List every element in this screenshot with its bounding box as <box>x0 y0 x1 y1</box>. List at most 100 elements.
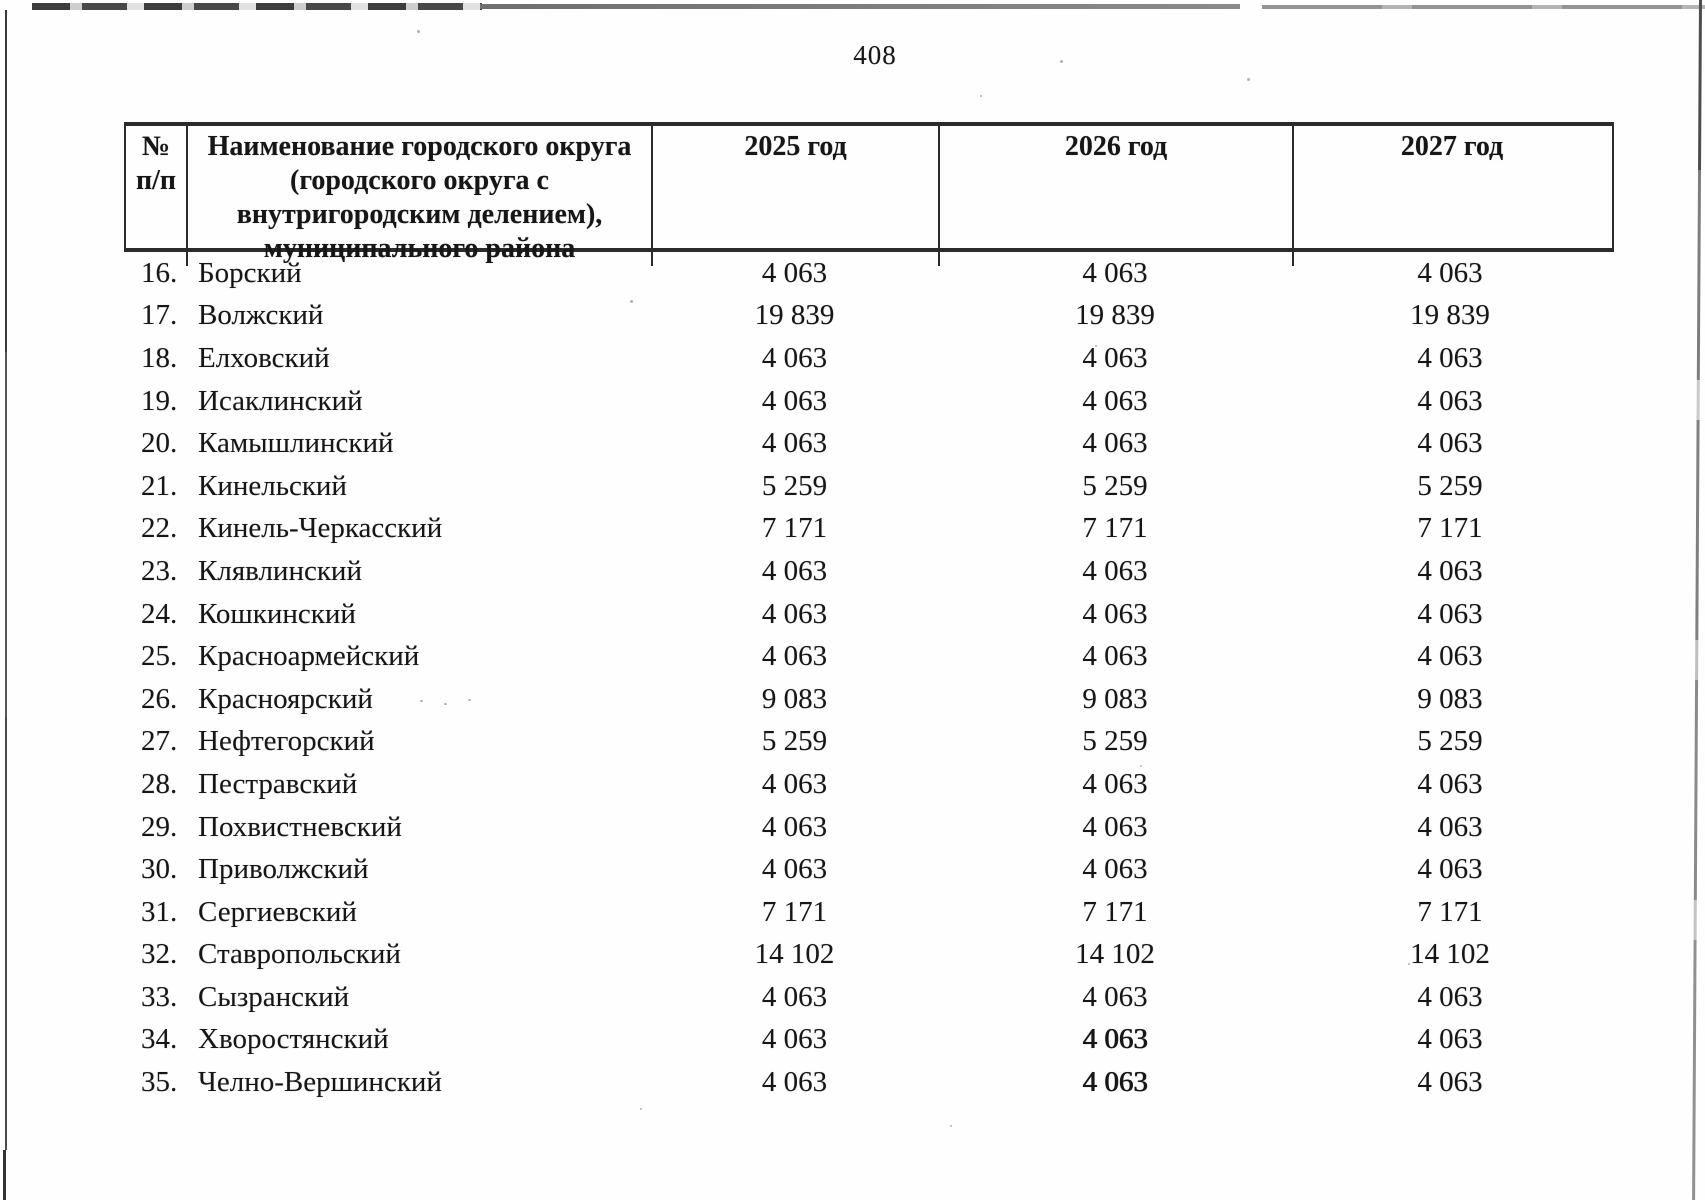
value-2026: 4 063 <box>1082 427 1148 460</box>
value-2027: 4 063 <box>1417 767 1483 800</box>
value-2027: 4 063 <box>1417 640 1483 673</box>
value-2025: 7 171 <box>761 512 828 545</box>
value-2026: 4 063 <box>1082 1023 1148 1056</box>
value-2026: 5 259 <box>1082 469 1148 502</box>
table-row: 28. Пестравский 4 063 4 063 4 063 <box>124 763 1614 806</box>
value-2025: 4 063 <box>761 341 828 374</box>
value-2026: 5 259 <box>1082 725 1148 758</box>
district-name: Клявлинский <box>198 554 362 587</box>
value-2027: 4 063 <box>1417 427 1483 460</box>
value-2027: 4 063 <box>1417 1066 1483 1099</box>
table-body: 16. Борский 4 063 4 063 4 063 17. Волжск… <box>124 252 1614 1104</box>
table-row: 20. Камышлинский 4 063 4 063 4 063 <box>124 422 1614 465</box>
scan-speck <box>1140 765 1142 767</box>
table-row: 22. Кинель-Черкасский 7 171 7 171 7 171 <box>124 508 1614 551</box>
scan-speck <box>444 703 447 705</box>
value-2026: 4 063 <box>1082 640 1148 673</box>
district-name: Приволжский <box>198 853 369 886</box>
scan-edge-left-foot <box>3 1150 6 1200</box>
value-2027: 4 063 <box>1417 980 1483 1013</box>
page-number: 408 <box>853 40 897 70</box>
value-2026: 7 171 <box>1082 512 1148 545</box>
value-2025: 4 063 <box>761 1066 828 1099</box>
district-name: Челно-Вершинский <box>198 1066 442 1099</box>
row-number: 26. <box>141 682 178 715</box>
table-row: 35. Челно-Вершинский 4 063 4 063 4 063 <box>124 1061 1614 1104</box>
scan-speck <box>980 95 982 97</box>
table-row: 33. Сызранский 4 063 4 063 4 063 <box>124 976 1614 1019</box>
district-name: Елховский <box>198 341 330 374</box>
district-name: Красноармейский <box>198 640 420 673</box>
row-number: 29. <box>141 810 178 843</box>
value-2027: 14 102 <box>1410 938 1490 971</box>
district-name: Хворостянский <box>198 1023 389 1056</box>
value-2026: 7 171 <box>1082 895 1148 928</box>
row-number: 27. <box>141 725 178 758</box>
value-2025: 4 063 <box>761 427 828 460</box>
value-2027: 7 171 <box>1417 512 1483 545</box>
district-name: Нефтегорский <box>198 725 375 758</box>
scan-edge-left <box>5 10 7 1150</box>
value-2025: 4 063 <box>761 597 828 630</box>
scan-speck <box>640 1108 642 1110</box>
value-2027: 4 063 <box>1417 256 1483 289</box>
value-2027: 19 839 <box>1410 299 1490 332</box>
value-2026: 4 063 <box>1082 597 1148 630</box>
row-number: 23. <box>141 554 178 587</box>
column-header-num: № п/п <box>126 126 188 266</box>
row-number: 19. <box>141 384 178 417</box>
value-2025: 7 171 <box>761 895 828 928</box>
value-2027: 4 063 <box>1417 810 1483 843</box>
value-2026: 4 063 <box>1082 554 1148 587</box>
district-name: Исаклинский <box>198 384 363 417</box>
value-2025: 4 063 <box>761 980 828 1013</box>
value-2025: 4 063 <box>761 256 828 289</box>
table-row: 25. Красноармейский 4 063 4 063 4 063 <box>124 635 1614 678</box>
value-2026: 4 063 <box>1082 384 1148 417</box>
table-row: 30. Приволжский 4 063 4 063 4 063 <box>124 848 1614 891</box>
value-2027: 7 171 <box>1417 895 1483 928</box>
table-row: 16. Борский 4 063 4 063 4 063 <box>124 252 1614 295</box>
value-2025: 9 083 <box>761 682 828 715</box>
header-num-line2: п/п <box>135 165 177 196</box>
column-header-name: Наименование городского округа (городско… <box>188 126 653 266</box>
row-number: 33. <box>141 980 178 1013</box>
row-number: 17. <box>141 299 178 332</box>
value-2027: 4 063 <box>1417 853 1483 886</box>
row-number: 21. <box>141 469 178 502</box>
scan-edge-top-dark <box>32 3 482 10</box>
table-row: 29. Похвистневский 4 063 4 063 4 063 <box>124 806 1614 849</box>
table-row: 21. Кинельский 5 259 5 259 5 259 <box>124 465 1614 508</box>
table-row: 18. Елховский 4 063 4 063 4 063 <box>124 337 1614 380</box>
value-2026: 9 083 <box>1082 682 1148 715</box>
row-number: 24. <box>141 597 178 630</box>
value-2027: 4 063 <box>1417 341 1483 374</box>
value-2027: 4 063 <box>1417 384 1483 417</box>
value-2027: 5 259 <box>1417 469 1483 502</box>
table-row: 27. Нефтегорский 5 259 5 259 5 259 <box>124 721 1614 764</box>
table-row: 32. Ставропольский 14 102 14 102 14 102 <box>124 934 1614 977</box>
row-number: 31. <box>141 895 178 928</box>
value-2026: 4 063 <box>1082 853 1148 886</box>
header-num-line1: № <box>141 131 171 162</box>
table-row: 17. Волжский 19 839 19 839 19 839 <box>124 295 1614 338</box>
row-number: 22. <box>141 512 178 545</box>
value-2026: 4 063 <box>1082 980 1148 1013</box>
row-number: 35. <box>141 1066 178 1099</box>
value-2025: 4 063 <box>761 640 828 673</box>
value-2026: 4 063 <box>1082 810 1148 843</box>
district-name: Пестравский <box>198 767 358 800</box>
value-2025: 4 063 <box>761 767 828 800</box>
scan-speck <box>417 30 420 33</box>
value-2027: 9 083 <box>1417 682 1483 715</box>
scan-speck <box>1095 345 1097 347</box>
value-2026: 4 063 <box>1082 341 1148 374</box>
value-2025: 4 063 <box>761 384 828 417</box>
value-2026: 4 063 <box>1082 256 1148 289</box>
scan-speck <box>468 699 471 701</box>
column-header-2027: 2027 год <box>1400 131 1504 162</box>
column-header-2025: 2025 год <box>653 126 940 266</box>
table-row: 19. Исаклинский 4 063 4 063 4 063 <box>124 380 1614 423</box>
district-name: Волжский <box>198 299 324 332</box>
value-2025: 19 839 <box>754 299 835 332</box>
